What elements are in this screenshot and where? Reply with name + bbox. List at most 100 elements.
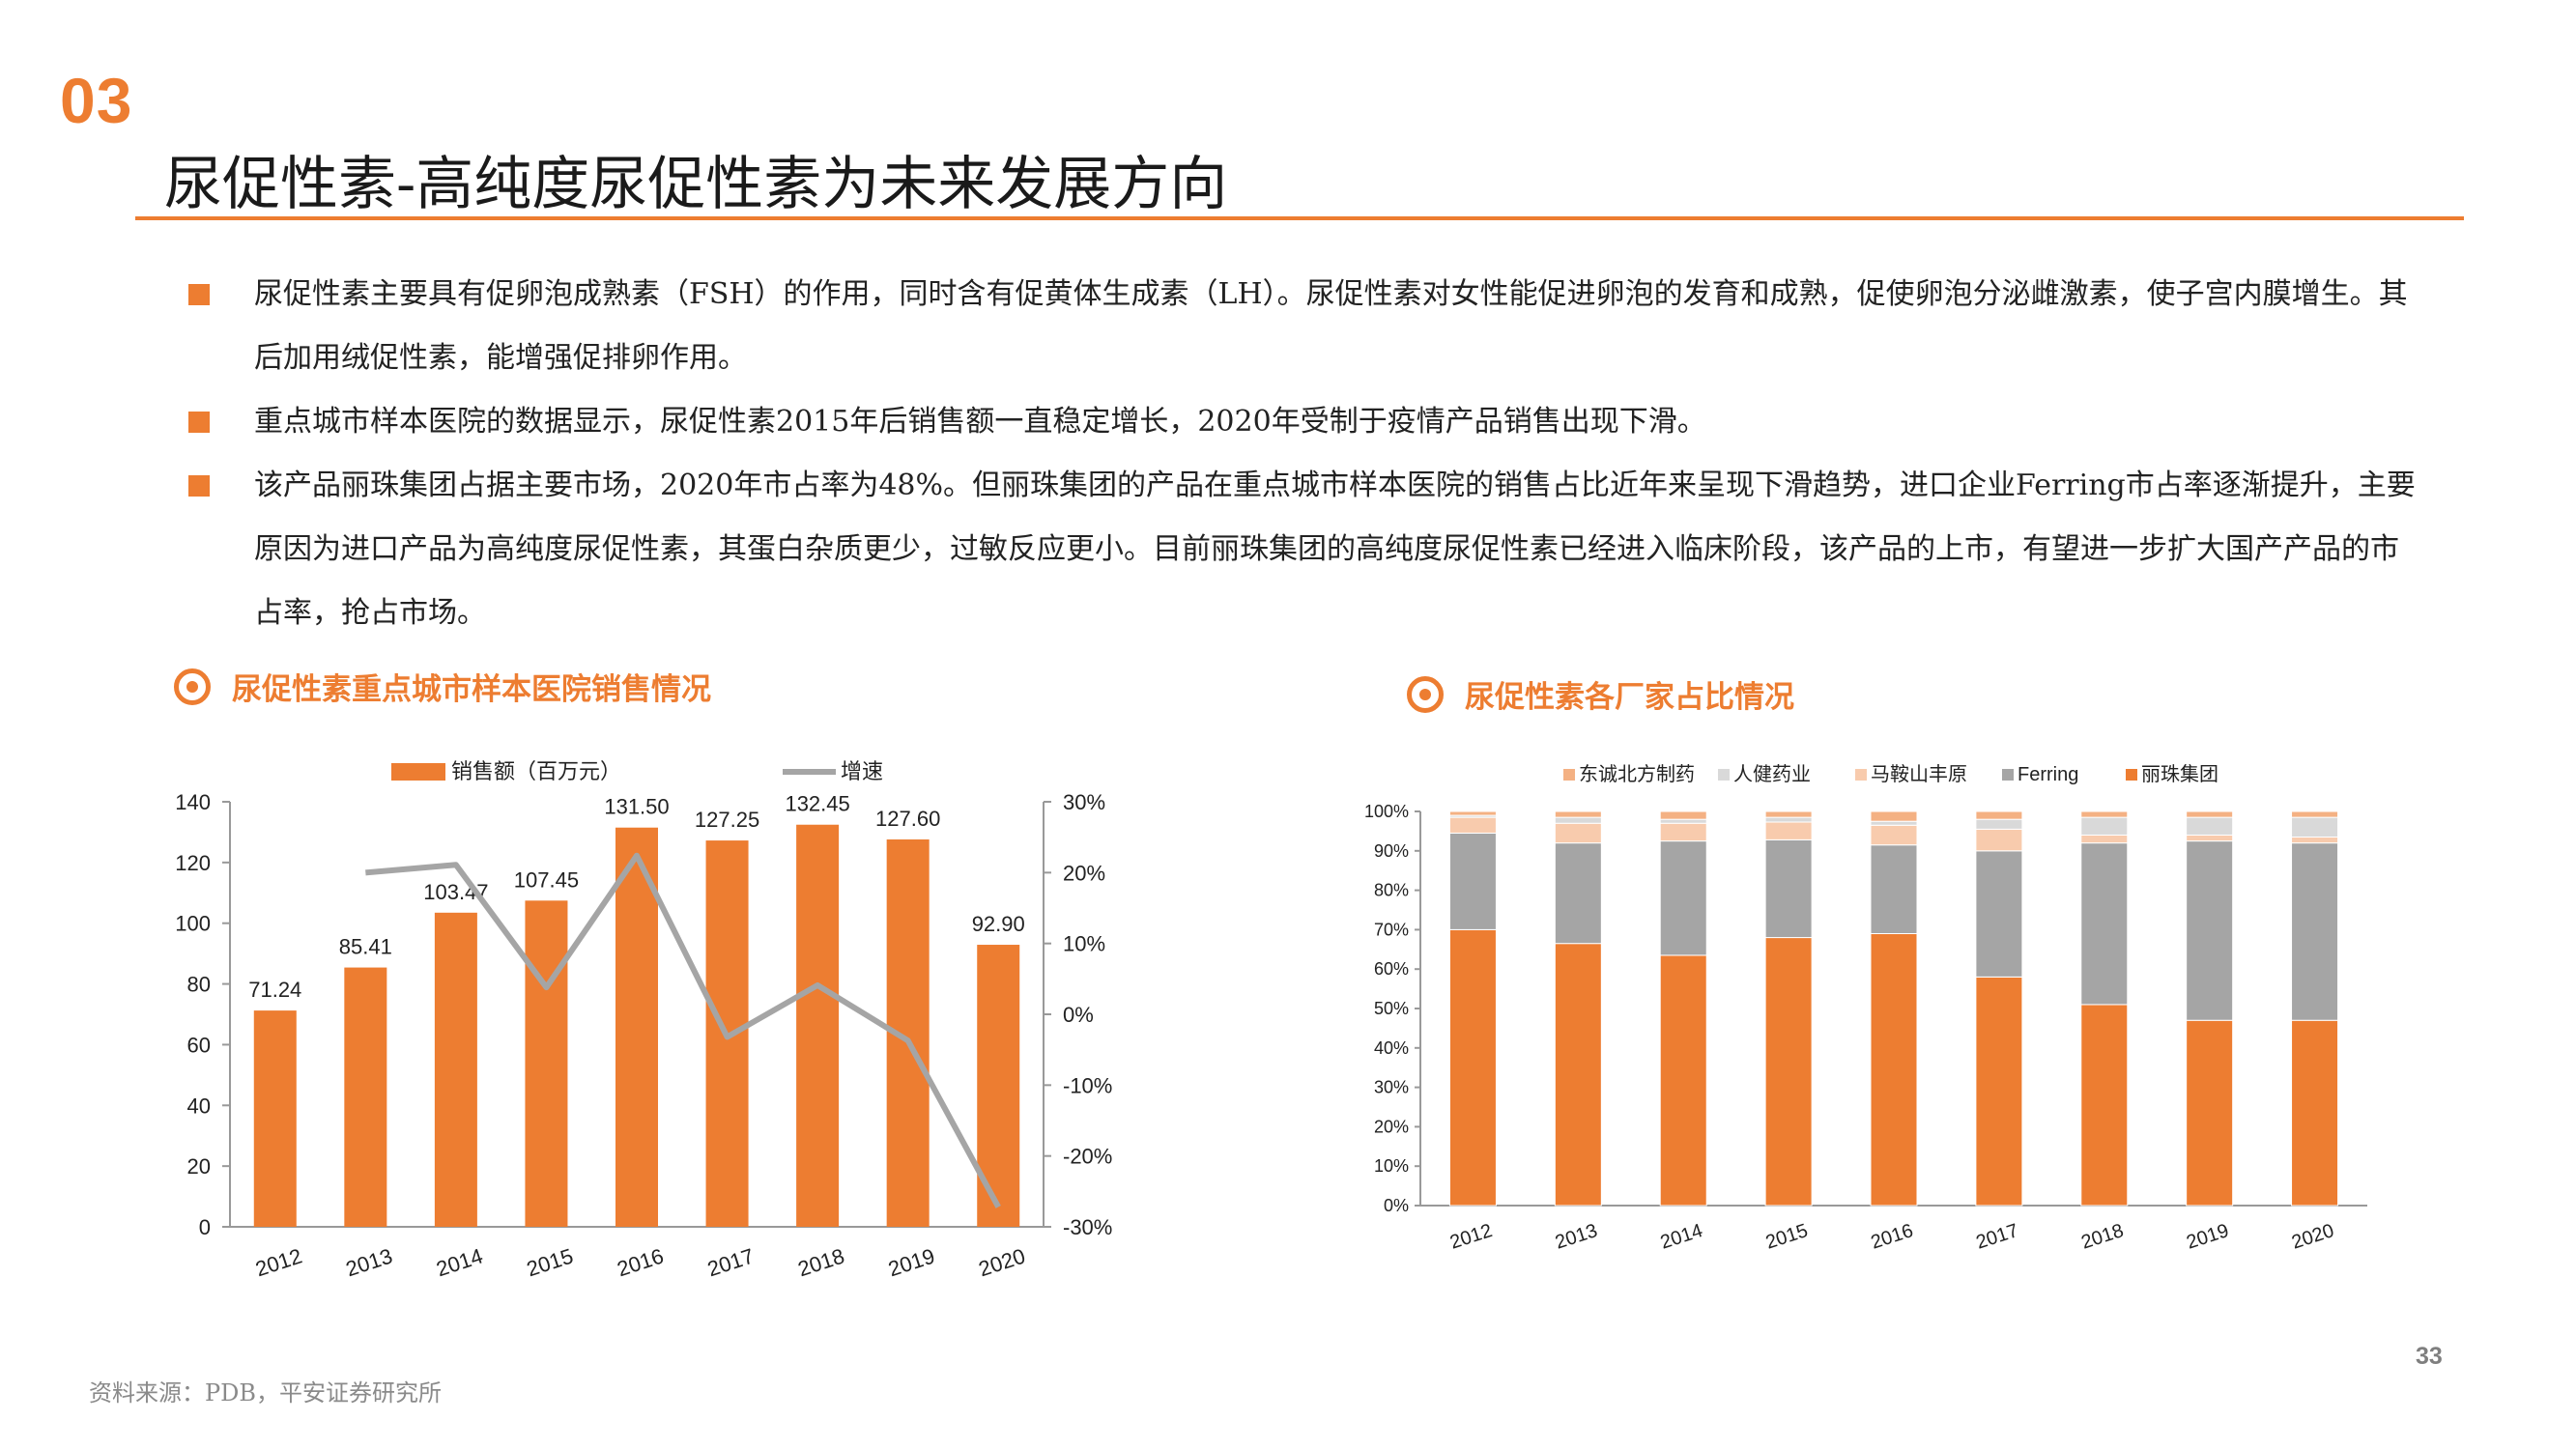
sales-bar bbox=[525, 900, 568, 1227]
share-bar-segment bbox=[1659, 810, 1707, 820]
x-tick-label: 2014 bbox=[433, 1243, 485, 1281]
y-tick-label: 90% bbox=[1374, 841, 1409, 861]
legend-swatch bbox=[1718, 769, 1730, 781]
share-bar-segment bbox=[2080, 1004, 2129, 1207]
share-bar-segment bbox=[2291, 810, 2339, 818]
bullet-text: 尿促性素主要具有促卵泡成熟素（FSH）的作用，同时含有促黄体生成素（LH）。尿促… bbox=[254, 277, 2408, 375]
share-bar-segment bbox=[1448, 928, 1497, 1207]
y-left-tick-label: 80 bbox=[187, 973, 211, 997]
x-tick-label: 2012 bbox=[252, 1243, 304, 1281]
share-bar-segment bbox=[1764, 937, 1813, 1207]
share-bar-segment bbox=[2080, 842, 2129, 1006]
bullet-square-icon bbox=[188, 475, 210, 497]
y-tick-label: 30% bbox=[1374, 1078, 1409, 1097]
y-tick-label: 0% bbox=[1384, 1196, 1409, 1215]
bullet-square-icon bbox=[188, 412, 210, 433]
share-bar-segment bbox=[1659, 822, 1707, 842]
share-bar-segment bbox=[1870, 810, 1918, 822]
y-right-tick-label: -30% bbox=[1063, 1215, 1112, 1239]
y-left-tick-label: 0 bbox=[199, 1215, 211, 1239]
chart1-heading: 尿促性素重点城市样本医院销售情况 bbox=[174, 665, 711, 708]
sales-bar bbox=[344, 967, 387, 1227]
bullet-item: 尿促性素主要具有促卵泡成熟素（FSH）的作用，同时含有促黄体生成素（LH）。尿促… bbox=[188, 263, 2420, 390]
share-bar-segment bbox=[1659, 840, 1707, 956]
target-icon bbox=[1407, 675, 1444, 713]
bar-data-label: 107.45 bbox=[514, 867, 579, 892]
legend-swatch bbox=[2126, 769, 2137, 781]
bar-data-label: 127.25 bbox=[695, 808, 759, 832]
growth-line bbox=[365, 852, 1001, 1208]
legend-label: 马鞍山丰原 bbox=[1871, 763, 1967, 785]
share-bar-segment bbox=[1448, 810, 1497, 816]
share-bar-segment bbox=[1554, 810, 1602, 818]
share-bar-segment bbox=[1975, 976, 2023, 1207]
legend-label: 东诚北方制药 bbox=[1579, 763, 1695, 785]
share-bar-segment bbox=[2186, 840, 2234, 1021]
share-bar-segment bbox=[1448, 832, 1497, 930]
x-tick-label: 2015 bbox=[1763, 1220, 1811, 1254]
legend-label-growth: 增速 bbox=[841, 759, 883, 783]
y-tick-label: 50% bbox=[1374, 999, 1409, 1018]
bullet-list: 尿促性素主要具有促卵泡成熟素（FSH）的作用，同时含有促黄体生成素（LH）。尿促… bbox=[188, 263, 2420, 645]
y-left-tick-label: 60 bbox=[187, 1033, 211, 1057]
page-title: 尿促性素-高纯度尿促性素为未来发展方向 bbox=[164, 151, 1228, 218]
x-tick-label: 2014 bbox=[1658, 1220, 1705, 1254]
share-bar-segment bbox=[2291, 837, 2339, 844]
bar-data-label: 132.45 bbox=[785, 792, 849, 816]
y-right-tick-label: -10% bbox=[1063, 1073, 1112, 1097]
y-tick-label: 70% bbox=[1374, 920, 1409, 939]
bar-data-label: 92.90 bbox=[972, 912, 1025, 936]
x-tick-label: 2016 bbox=[1869, 1220, 1916, 1254]
share-bar-segment bbox=[1975, 810, 2023, 820]
page-number: 33 bbox=[2416, 1343, 2443, 1370]
share-bar-segment bbox=[2291, 842, 2339, 1021]
share-bar-segment bbox=[1554, 822, 1602, 844]
y-left-tick-label: 120 bbox=[175, 851, 211, 875]
share-bar-segment bbox=[1975, 818, 2023, 830]
share-bar-segment bbox=[2291, 816, 2339, 838]
target-icon bbox=[174, 668, 211, 705]
y-tick-label: 20% bbox=[1374, 1117, 1409, 1136]
share-bar-segment bbox=[1870, 824, 1918, 846]
legend-label: Ferring bbox=[2018, 764, 2078, 785]
bar-data-label: 85.41 bbox=[339, 935, 392, 959]
legend-swatch bbox=[2002, 769, 2014, 781]
sales-bar bbox=[796, 824, 840, 1227]
share-bar-segment bbox=[1870, 820, 1918, 826]
y-left-tick-label: 40 bbox=[187, 1094, 211, 1118]
share-bar-segment bbox=[2080, 816, 2129, 836]
y-left-tick-label: 20 bbox=[187, 1154, 211, 1179]
share-bar-segment bbox=[2186, 1019, 2234, 1207]
y-right-tick-label: 30% bbox=[1063, 790, 1105, 814]
y-tick-label: 100% bbox=[1364, 802, 1409, 821]
source-note: 资料来源：PDB，平安证券研究所 bbox=[89, 1379, 443, 1406]
share-bar-segment bbox=[2080, 810, 2129, 818]
sales-bar bbox=[615, 827, 658, 1227]
share-bar-segment bbox=[1554, 943, 1602, 1207]
share-bar-segment bbox=[1764, 816, 1813, 823]
bullet-text: 该产品丽珠集团占据主要市场，2020年市占率为48%。但丽珠集团的产品在重点城市… bbox=[254, 469, 2416, 630]
share-bar-segment bbox=[1659, 954, 1707, 1207]
x-tick-label: 2018 bbox=[2078, 1220, 2126, 1254]
share-bar-segment bbox=[2186, 810, 2234, 818]
y-tick-label: 80% bbox=[1374, 881, 1409, 900]
share-bar-segment bbox=[1554, 816, 1602, 824]
y-tick-label: 10% bbox=[1374, 1156, 1409, 1176]
x-tick-label: 2018 bbox=[795, 1243, 847, 1281]
share-bar-segment bbox=[1659, 818, 1707, 824]
share-bar-segment bbox=[1764, 810, 1813, 818]
share-bar-segment bbox=[1764, 838, 1813, 939]
x-tick-label: 2015 bbox=[524, 1243, 576, 1281]
bullet-text: 重点城市样本医院的数据显示，尿促性素2015年后销售额一直稳定增长，2020年受… bbox=[254, 405, 1706, 439]
sales-bar bbox=[434, 912, 477, 1227]
chart1-heading-text: 尿促性素重点城市样本医院销售情况 bbox=[232, 672, 711, 707]
x-tick-label: 2017 bbox=[1973, 1220, 2020, 1254]
y-left-tick-label: 140 bbox=[175, 790, 211, 814]
y-tick-label: 60% bbox=[1374, 959, 1409, 979]
bullet-item: 该产品丽珠集团占据主要市场，2020年市占率为48%。但丽珠集团的产品在重点城市… bbox=[188, 454, 2420, 645]
share-bar-segment bbox=[2186, 816, 2234, 836]
x-tick-label: 2013 bbox=[1553, 1220, 1600, 1254]
bullet-square-icon bbox=[188, 284, 210, 305]
share-chart: 0% 10% 20% 30% 40% 50% 60% 70% 80% 90% 100% 2012 201… bbox=[1364, 763, 2367, 1254]
x-tick-label: 2020 bbox=[2289, 1220, 2336, 1254]
